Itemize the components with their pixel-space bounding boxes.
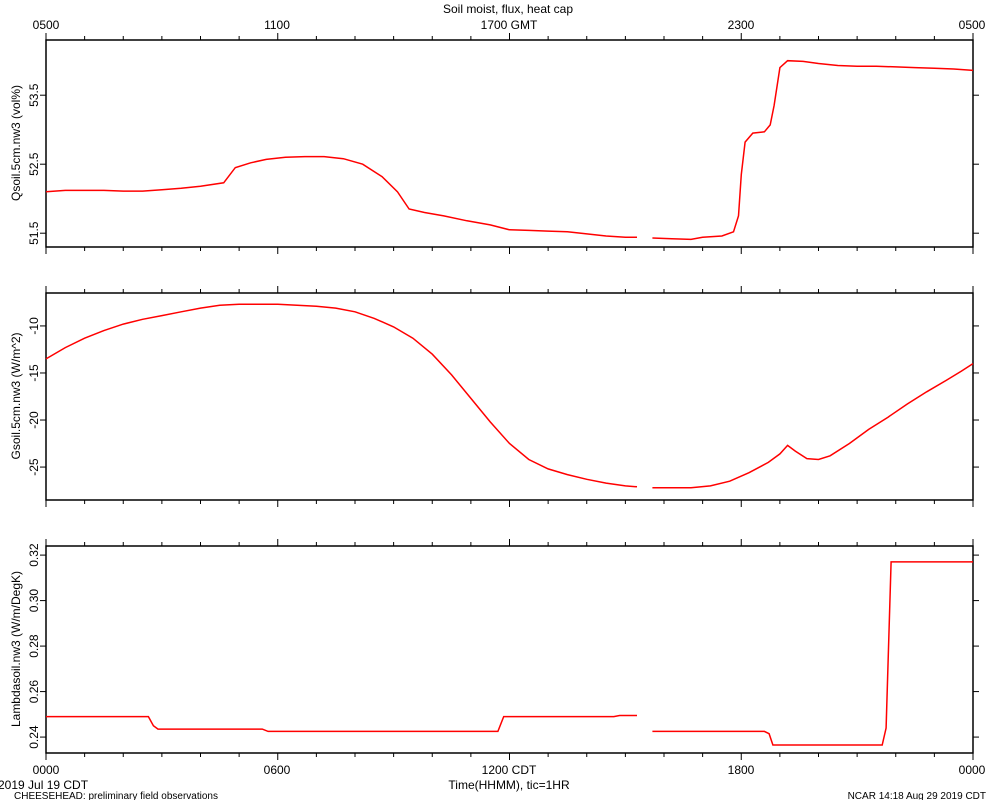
y-tick-label: 0.28 bbox=[27, 634, 41, 658]
date-label: 2019 Jul 19 CDT bbox=[0, 778, 89, 792]
footer-right: NCAR 14:18 Aug 29 2019 CDT bbox=[848, 791, 986, 800]
y-tick-label: 52.5 bbox=[27, 152, 41, 176]
y-tick-label: 0.32 bbox=[27, 543, 41, 567]
panel-2-ylabel: Gsoil.5cm.nw3 (W/m^2) bbox=[9, 333, 23, 460]
y-tick-label: 0.30 bbox=[27, 589, 41, 613]
top-tick-label: 0500 bbox=[959, 18, 986, 32]
chart-title: Soil moist, flux, heat cap bbox=[443, 2, 573, 16]
y-tick-label: -20 bbox=[27, 411, 41, 429]
bottom-tick-label: 0000 bbox=[959, 763, 986, 777]
panel-1-series-line bbox=[652, 59, 974, 241]
y-tick-label: 53.5 bbox=[27, 83, 41, 107]
y-tick-label: 0.26 bbox=[27, 680, 41, 704]
axis-ticks bbox=[40, 33, 979, 760]
panel-2-frame bbox=[45, 292, 974, 501]
panel-1-frame bbox=[45, 39, 974, 248]
footer-left: CHEESEHEAD: preliminary field observatio… bbox=[14, 791, 218, 800]
top-tick-label: 1700 GMT bbox=[481, 18, 538, 32]
y-tick-label: 51.5 bbox=[27, 221, 41, 245]
panel-3-frame bbox=[45, 545, 974, 754]
y-tick-label: 0.24 bbox=[27, 725, 41, 749]
y-tick-label: -15 bbox=[27, 364, 41, 382]
panel-3-ylabel: Lambdasoil.nw3 (W/m/DegK) bbox=[9, 571, 23, 727]
top-tick-label: 1100 bbox=[264, 18, 290, 32]
panel-2-series-line bbox=[652, 362, 974, 489]
top-tick-label: 2300 bbox=[728, 18, 755, 32]
y-tick-label: -25 bbox=[27, 458, 41, 476]
y-tick-labels: 51.5 52.5 53.5 -25 -20 -15 -10 0.24 0.26 0.28 0.30… bbox=[27, 83, 41, 749]
bottom-tick-label: 1800 bbox=[728, 763, 755, 777]
bottom-tick-label: 1200 CDT bbox=[482, 763, 537, 777]
panel-1-ylabel: Qsoil.5cm.nw3 (vol%) bbox=[9, 85, 23, 201]
y-tick-label: -10 bbox=[27, 317, 41, 335]
bottom-tick-label: 0000 bbox=[33, 763, 60, 777]
panel-3-series-line bbox=[46, 714, 637, 733]
x-axis-label: Time(HHMM), tic=1HR bbox=[448, 778, 570, 792]
bottom-tick-label: 0600 bbox=[264, 763, 291, 777]
series-layer bbox=[45, 59, 974, 746]
panel-2-series-line bbox=[45, 303, 638, 488]
panel-3-series-line bbox=[652, 561, 973, 746]
panel-1-series-line bbox=[45, 155, 637, 239]
top-tick-label: 0500 bbox=[33, 18, 60, 32]
